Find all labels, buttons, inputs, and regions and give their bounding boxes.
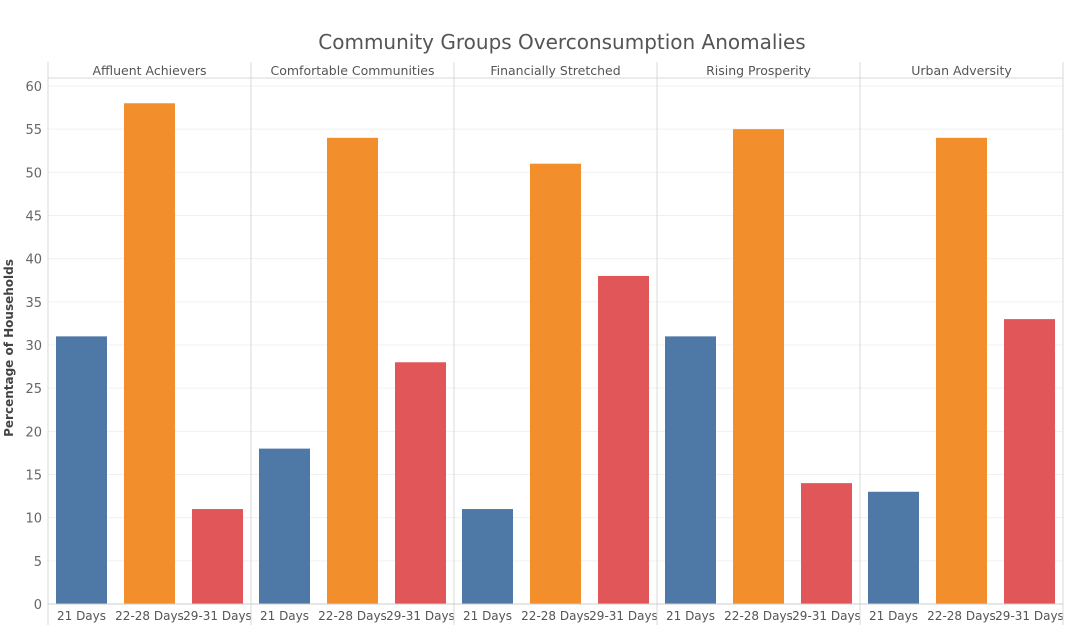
panel-title-affluent-achievers: Affluent Achievers bbox=[92, 63, 206, 78]
panel-title-rising-prosperity: Rising Prosperity bbox=[706, 63, 811, 78]
y-tick-label: 50 bbox=[25, 166, 42, 181]
x-tick-label: 22-28 Days bbox=[724, 609, 793, 623]
y-tick-label: 30 bbox=[25, 339, 42, 354]
y-tick-label: 10 bbox=[25, 512, 42, 527]
x-tick-label: 22-28 Days bbox=[115, 609, 184, 623]
x-tick-label: 21 Days bbox=[666, 609, 715, 623]
bar bbox=[327, 137, 378, 605]
x-tick-label: 29-31 Days bbox=[995, 609, 1064, 623]
x-tick-label: 29-31 Days bbox=[792, 609, 861, 623]
x-tick-label: 29-31 Days bbox=[589, 609, 658, 623]
panel-title-financially-stretched: Financially Stretched bbox=[490, 63, 620, 78]
bar bbox=[259, 448, 310, 604]
x-tick-label: 21 Days bbox=[260, 609, 309, 623]
chart-title: Community Groups Overconsumption Anomali… bbox=[318, 30, 806, 54]
bar bbox=[868, 491, 919, 604]
bar bbox=[665, 336, 716, 604]
x-tick-label: 21 Days bbox=[869, 609, 918, 623]
bar bbox=[801, 483, 852, 604]
y-axis-label: Percentage of Households bbox=[2, 259, 16, 437]
bar bbox=[124, 103, 175, 605]
bar bbox=[733, 129, 784, 604]
panel-title-urban-adversity: Urban Adversity bbox=[911, 63, 1012, 78]
x-tick-label: 22-28 Days bbox=[318, 609, 387, 623]
panel-title-comfortable-communities: Comfortable Communities bbox=[271, 63, 435, 78]
y-tick-label: 15 bbox=[25, 469, 42, 484]
x-tick-label: 29-31 Days bbox=[386, 609, 455, 623]
y-tick-label: 0 bbox=[34, 598, 42, 613]
bar bbox=[598, 275, 649, 604]
y-tick-label: 40 bbox=[25, 253, 42, 268]
x-tick-label: 21 Days bbox=[57, 609, 106, 623]
y-tick-label: 20 bbox=[25, 425, 42, 440]
x-tick-label: 22-28 Days bbox=[521, 609, 590, 623]
y-tick-label: 55 bbox=[25, 123, 42, 138]
y-tick-label: 5 bbox=[34, 555, 42, 570]
bar bbox=[192, 509, 243, 604]
bar bbox=[1004, 319, 1055, 604]
bar bbox=[936, 137, 987, 605]
x-tick-label: 22-28 Days bbox=[927, 609, 996, 623]
y-tick-label: 25 bbox=[25, 382, 42, 397]
x-tick-label: 21 Days bbox=[463, 609, 512, 623]
y-tick-label: 60 bbox=[25, 80, 42, 95]
y-tick-label: 35 bbox=[25, 296, 42, 311]
bar bbox=[56, 336, 107, 604]
bar bbox=[530, 163, 581, 604]
y-tick-label: 45 bbox=[25, 210, 42, 225]
bar bbox=[462, 509, 513, 604]
x-tick-label: 29-31 Days bbox=[183, 609, 252, 623]
bar bbox=[395, 362, 446, 604]
